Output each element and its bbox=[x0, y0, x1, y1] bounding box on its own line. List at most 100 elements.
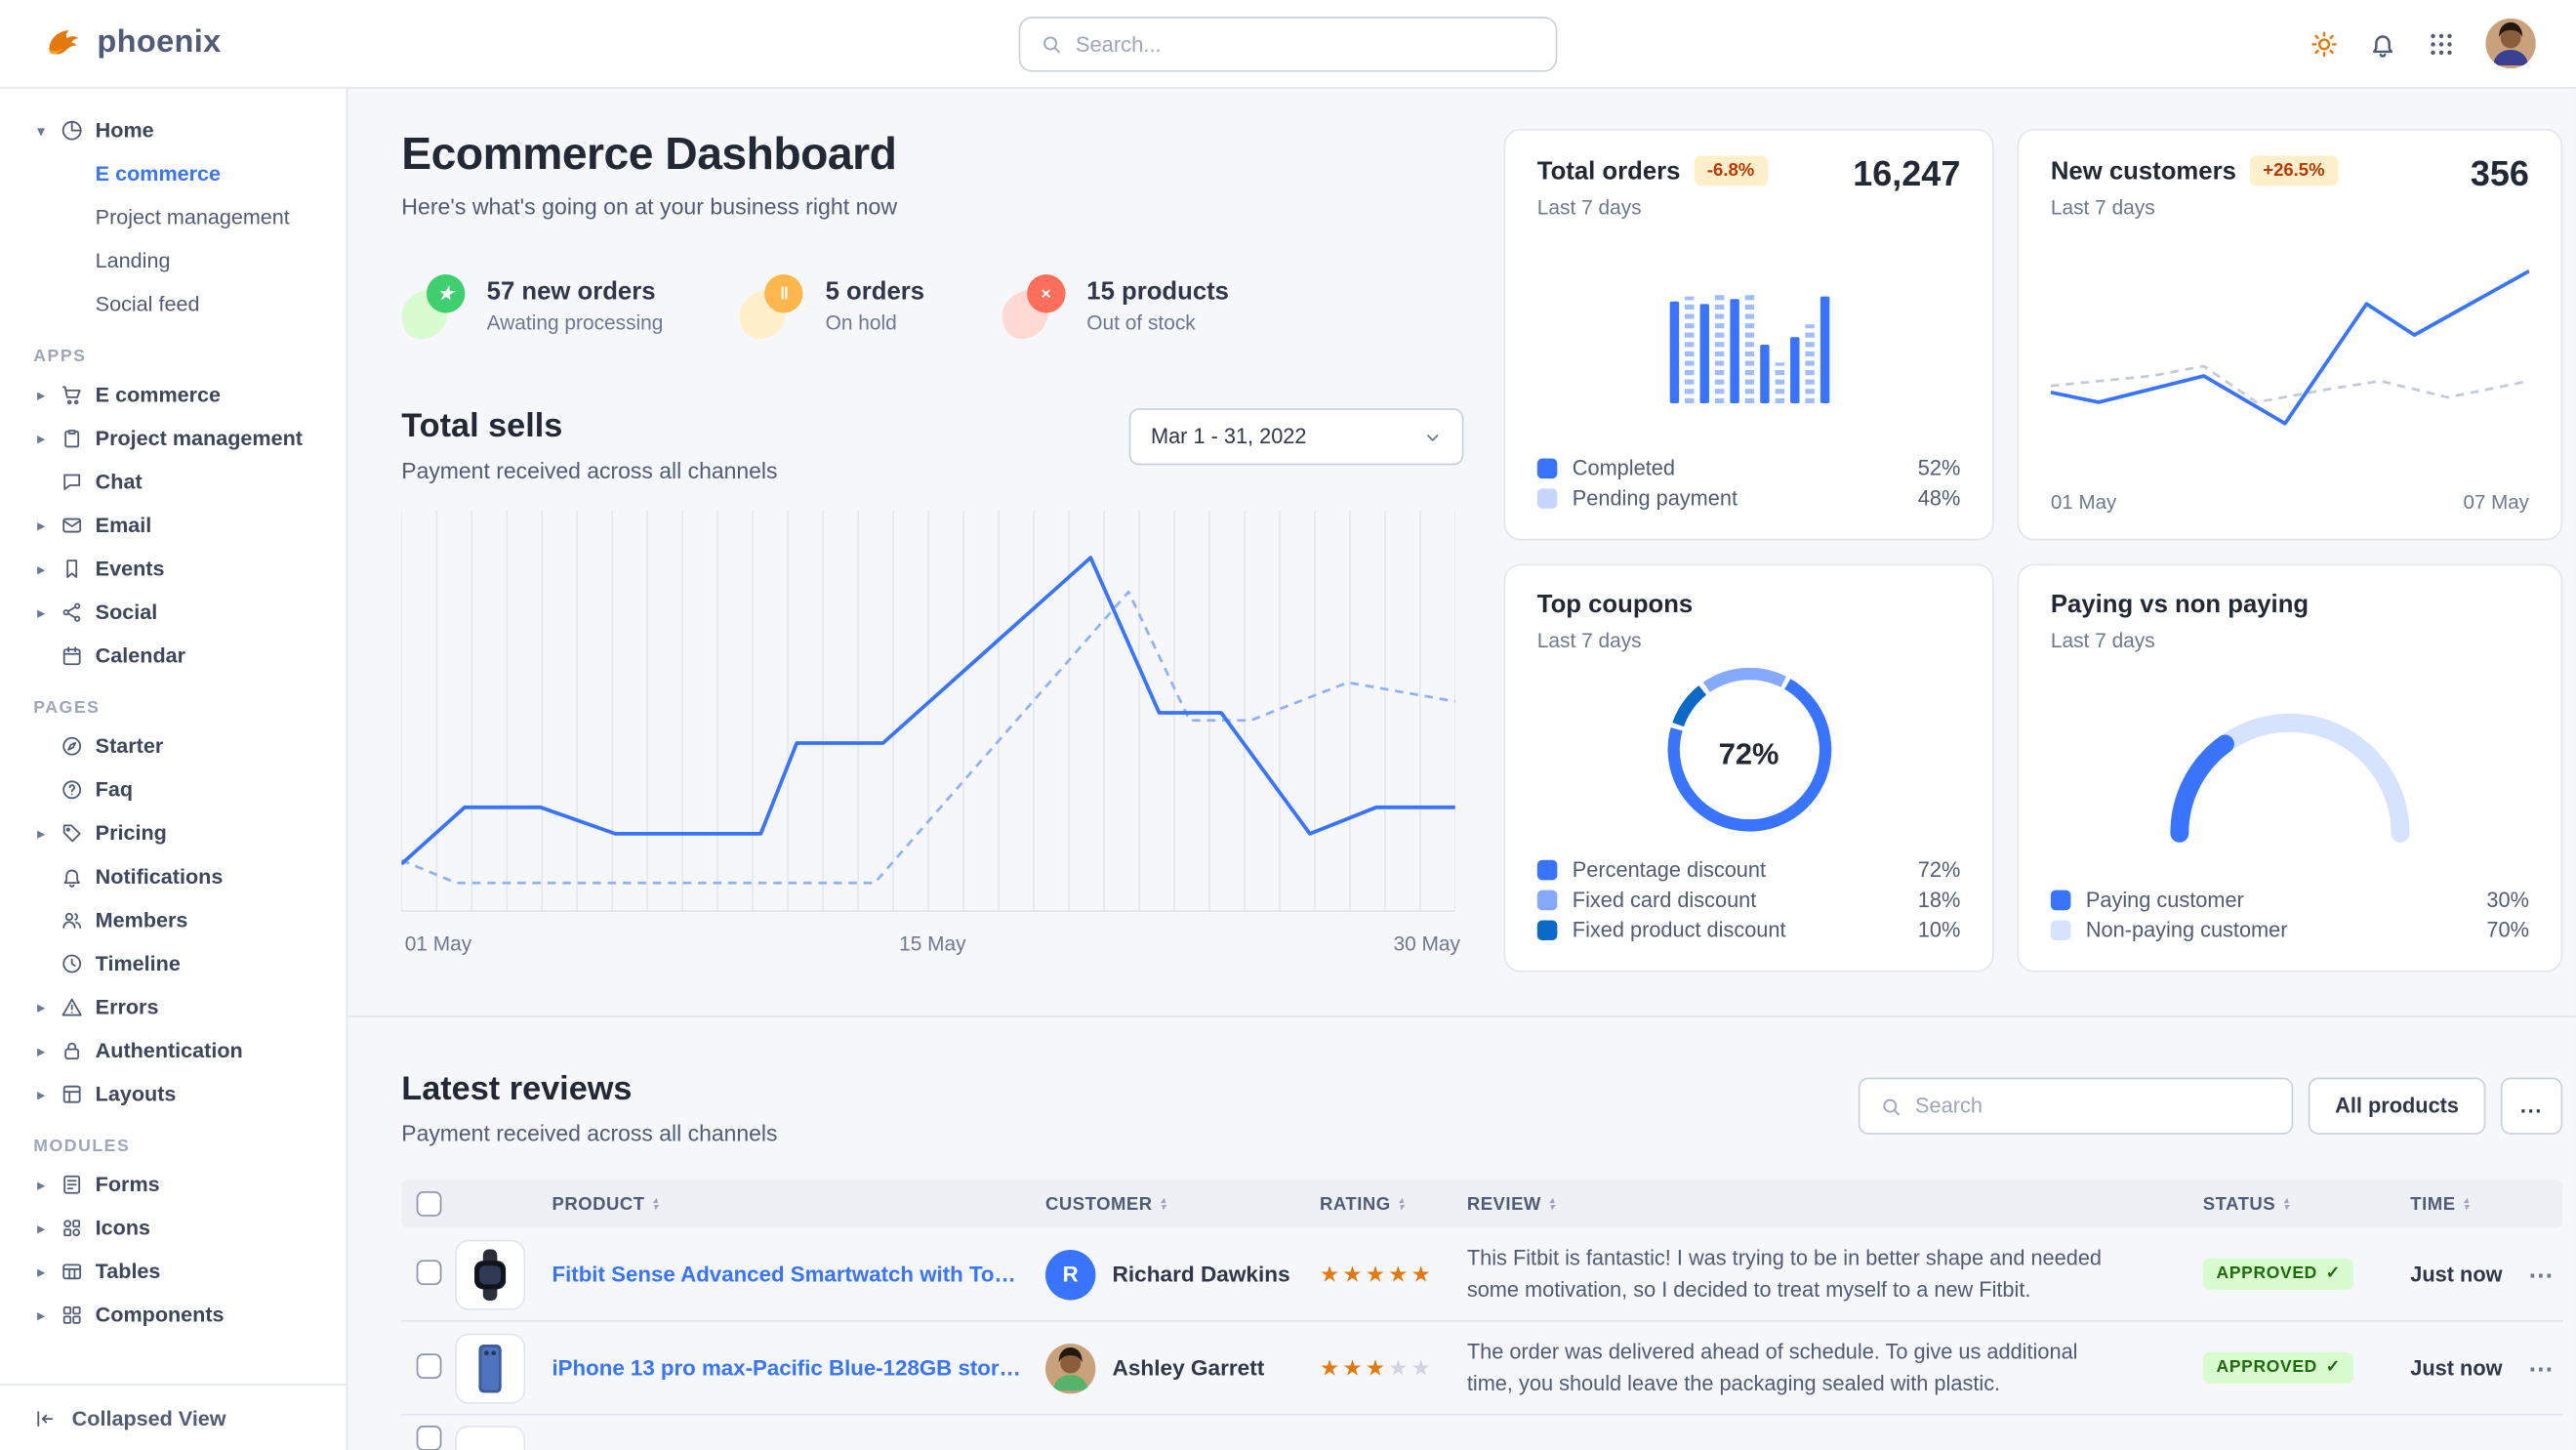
sort-icon: ▴ ▾ bbox=[2283, 1195, 2289, 1213]
sidebar-item-home[interactable]: ▾ Home bbox=[23, 108, 330, 152]
date-range-select[interactable]: Mar 1 - 31, 2022 bbox=[1128, 408, 1464, 466]
legend-swatch bbox=[1536, 488, 1558, 509]
section-divider bbox=[348, 1015, 2576, 1017]
card-title: Paying vs non paying bbox=[2050, 590, 2310, 620]
customer-avatar bbox=[1045, 1343, 1096, 1393]
bookmark-icon bbox=[66, 559, 78, 579]
sidebar-item-starter[interactable]: Starter bbox=[23, 725, 330, 768]
row-menu-button[interactable]: ⋯ bbox=[2528, 1261, 2554, 1290]
legend-item-percentage-discount: Percentage discount 72% bbox=[1536, 855, 1960, 886]
sidebar-item-forms[interactable]: ▸ Forms bbox=[23, 1163, 330, 1207]
sidebar-item-icons[interactable]: ▸ Icons bbox=[23, 1207, 330, 1251]
caret-right-icon: ▸ bbox=[37, 1085, 45, 1102]
customer-avatar: R bbox=[1045, 1249, 1096, 1300]
brand-logo-link[interactable]: phoenix bbox=[40, 21, 221, 65]
sidebar-item-calendar[interactable]: Calendar bbox=[23, 634, 330, 678]
stat-57-new-orders: ★ 57 new orders Awating processing bbox=[396, 274, 663, 343]
review-row: iPhone 13 pro max-Pacific Blue-128GB sto… bbox=[401, 1322, 2563, 1416]
select-all-checkbox[interactable] bbox=[415, 1191, 441, 1217]
row-menu-button[interactable]: ⋯ bbox=[2528, 1354, 2554, 1384]
review-time: Just now bbox=[2410, 1262, 2503, 1286]
chat-icon bbox=[63, 474, 81, 490]
theme-toggle-button[interactable] bbox=[2310, 29, 2338, 58]
sort-icon: ▴ ▾ bbox=[1399, 1195, 1405, 1213]
latest-reviews-section: Latest reviews Payment received across a… bbox=[401, 1071, 2563, 1450]
product-image[interactable] bbox=[455, 1238, 526, 1309]
collapsed-view-button[interactable]: Collapsed View bbox=[0, 1384, 347, 1450]
user-avatar[interactable] bbox=[2485, 18, 2536, 69]
reviews-search[interactable] bbox=[1858, 1077, 2294, 1135]
sidebar-item-landing[interactable]: Landing bbox=[95, 249, 171, 273]
column-header-product[interactable]: PRODUCT ▴ ▾ bbox=[552, 1193, 659, 1215]
sidebar-item-notifications[interactable]: Notifications bbox=[23, 855, 330, 899]
apps-grid-button[interactable] bbox=[2427, 29, 2455, 58]
column-header-review[interactable]: REVIEW ▴ ▾ bbox=[1466, 1193, 1555, 1215]
global-search-input[interactable] bbox=[1075, 30, 1536, 57]
column-header-rating[interactable]: RATING ▴ ▾ bbox=[1320, 1193, 1405, 1215]
all-products-button[interactable]: All products bbox=[2308, 1077, 2486, 1135]
customer-cell[interactable]: R Richard Dawkins bbox=[1045, 1249, 1320, 1300]
card-title: Total orders bbox=[1536, 156, 1681, 186]
sidebar-item-faq[interactable]: Faq bbox=[23, 768, 330, 812]
caret-right-icon: ▸ bbox=[37, 559, 45, 577]
total-orders-value: 16,247 bbox=[1853, 155, 1961, 194]
product-link[interactable]: iPhone 13 pro max-Pacific Blue-128GB sto… bbox=[552, 1355, 1037, 1381]
sidebar-item-project-management[interactable]: Project management bbox=[95, 205, 290, 229]
column-header-time[interactable]: TIME ▴ ▾ bbox=[2410, 1193, 2470, 1215]
top-coupons-card: Top coupons Last 7 days 72% Percentage d… bbox=[1503, 563, 1994, 973]
latest-reviews-subtitle: Payment received across all channels bbox=[401, 1121, 778, 1146]
total-sells-chart: 01 May 15 May 30 May bbox=[400, 510, 1463, 955]
clipboard-icon bbox=[64, 430, 80, 448]
sidebar-item-pricing[interactable]: ▸ Pricing bbox=[23, 811, 330, 855]
brand-name: phoenix bbox=[97, 24, 222, 61]
sidebar-item-errors[interactable]: ▸ Errors bbox=[23, 985, 330, 1029]
review-row: Fitbit Sense Advanced Smartwatch with To… bbox=[401, 1228, 2563, 1322]
notifications-button[interactable] bbox=[2368, 29, 2396, 58]
caret-right-icon: ▸ bbox=[37, 385, 45, 403]
row-checkbox[interactable] bbox=[415, 1352, 441, 1379]
check-icon: ✓ bbox=[2325, 1264, 2341, 1284]
row-checkbox[interactable] bbox=[415, 1259, 441, 1285]
sidebar-item-timeline[interactable]: Timeline bbox=[23, 942, 330, 986]
sidebar-item-components[interactable]: ▸ Components bbox=[23, 1294, 330, 1338]
global-search[interactable] bbox=[1018, 16, 1558, 71]
sidebar-item-members[interactable]: Members bbox=[23, 898, 330, 942]
sidebar-item-social[interactable]: ▸ Social bbox=[23, 591, 330, 635]
total-orders-badge: -6.8% bbox=[1694, 155, 1768, 186]
sidebar-section-pages: PAGES bbox=[33, 699, 101, 719]
sidebar-item-layouts[interactable]: ▸ Layouts bbox=[23, 1072, 330, 1116]
customer-cell[interactable]: Ashley Garrett bbox=[1045, 1343, 1320, 1393]
caret-right-icon: ▸ bbox=[37, 602, 45, 620]
sidebar-item-e-commerce[interactable]: E commerce bbox=[95, 162, 222, 186]
column-header-customer[interactable]: CUSTOMER ▴ ▾ bbox=[1045, 1193, 1166, 1215]
reviews-search-input[interactable] bbox=[1915, 1094, 2272, 1118]
sidebar-item-authentication[interactable]: ▸ Authentication bbox=[23, 1029, 330, 1073]
sidebar-item-project-management[interactable]: ▸ Project management bbox=[23, 417, 330, 461]
total-orders-card: Total orders -6.8% Last 7 days 16,247 Co… bbox=[1503, 128, 1994, 541]
new-customers-x-axis: 01 May 07 May bbox=[2050, 490, 2529, 515]
cross-icon: × bbox=[997, 274, 1066, 343]
sidebar-item-chat[interactable]: Chat bbox=[23, 460, 330, 504]
kpi-cards-grid: Total orders -6.8% Last 7 days 16,247 Co… bbox=[1503, 128, 2563, 973]
reviews-more-button[interactable]: ... bbox=[2500, 1077, 2563, 1135]
product-image[interactable] bbox=[455, 1425, 526, 1450]
bell-icon bbox=[63, 869, 80, 888]
sidebar-item-events[interactable]: ▸ Events bbox=[23, 547, 330, 591]
caret-right-icon: ▸ bbox=[37, 516, 45, 533]
legend-item-paying-customer: Paying customer 30% bbox=[2050, 885, 2529, 915]
product-link[interactable]: Fitbit Sense Advanced Smartwatch with To… bbox=[552, 1262, 1045, 1287]
components-icon bbox=[62, 1305, 81, 1324]
column-header-status[interactable]: STATUS ▴ ▾ bbox=[2202, 1193, 2289, 1215]
sidebar-item-social-feed[interactable]: Social feed bbox=[95, 292, 200, 316]
sidebar-item-e-commerce[interactable]: ▸ E commerce bbox=[23, 373, 330, 417]
legend-swatch bbox=[1536, 859, 1558, 881]
product-image[interactable] bbox=[455, 1332, 526, 1403]
new-customers-badge: +26.5% bbox=[2249, 155, 2339, 186]
sort-icon: ▴ ▾ bbox=[1161, 1195, 1166, 1213]
cart-icon bbox=[61, 386, 81, 405]
paying-legend: Paying customer 30% Non-paying customer … bbox=[2050, 885, 2529, 945]
sidebar-item-email[interactable]: ▸ Email bbox=[23, 504, 330, 548]
row-checkbox[interactable] bbox=[415, 1425, 441, 1450]
sort-icon: ▴ ▾ bbox=[1549, 1195, 1555, 1213]
sidebar-item-tables[interactable]: ▸ Tables bbox=[23, 1250, 330, 1294]
